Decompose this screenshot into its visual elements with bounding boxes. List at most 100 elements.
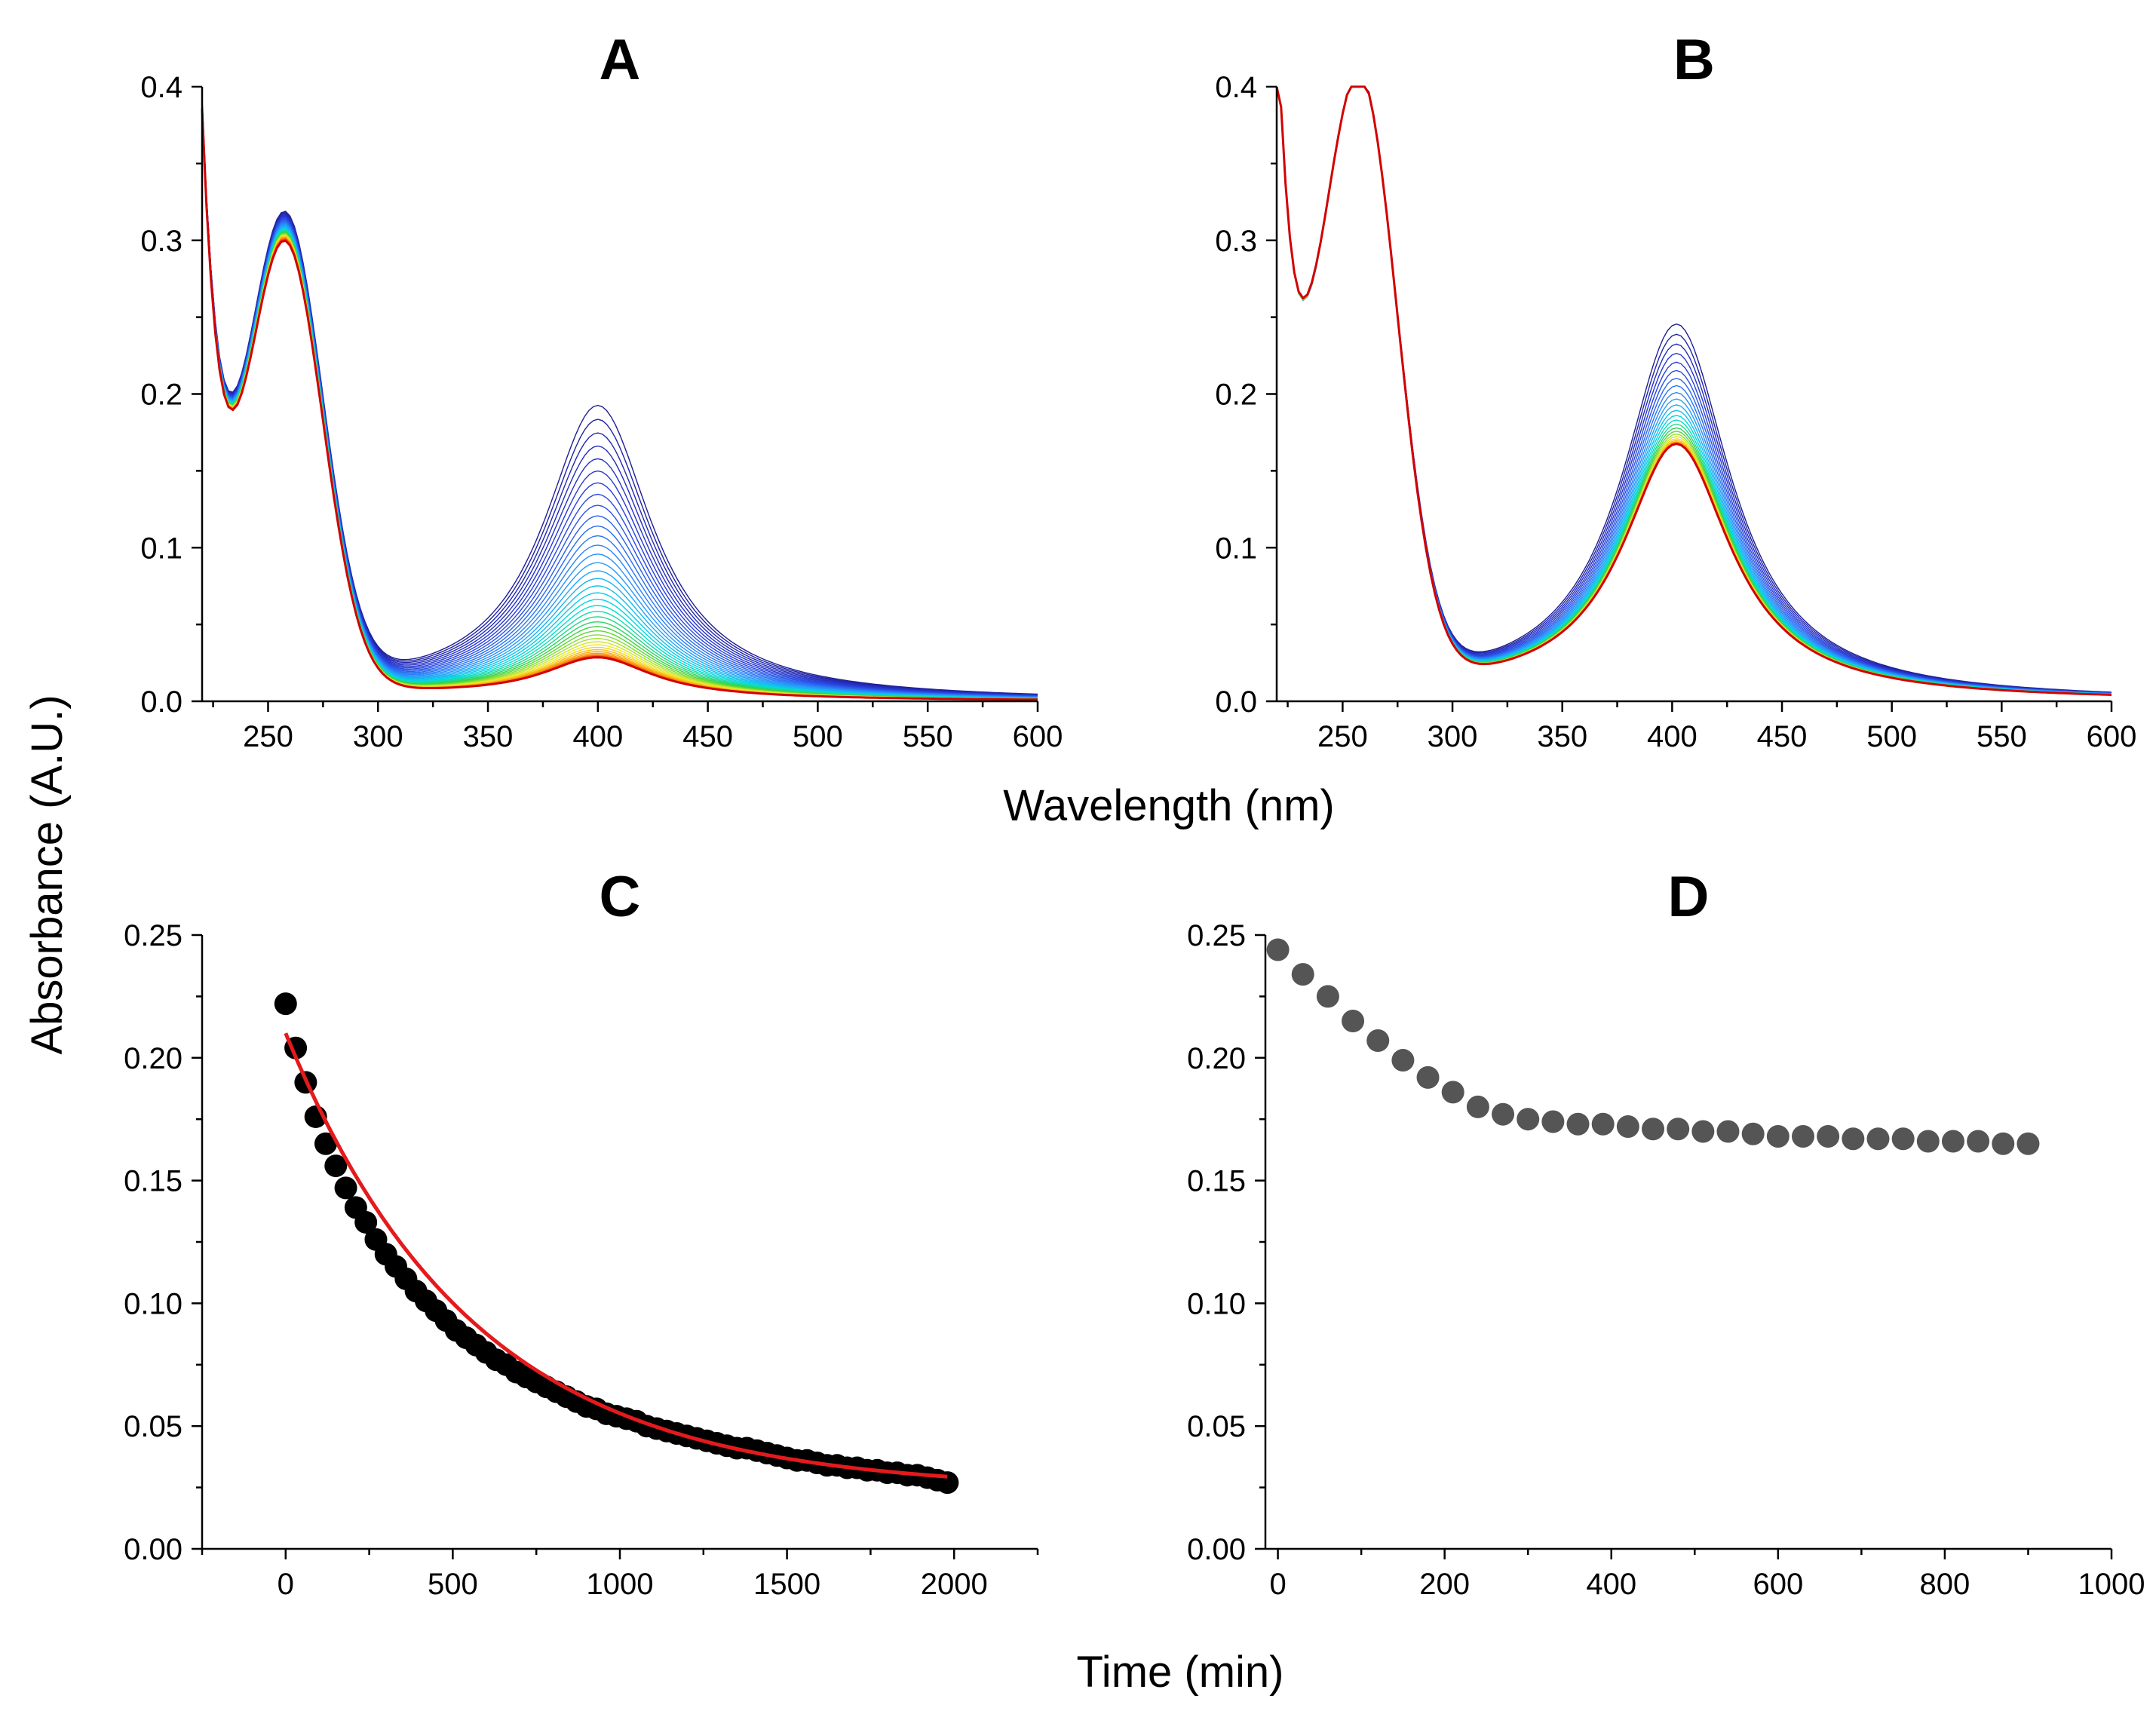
panel-title: B (1673, 28, 1715, 92)
data-point (1492, 1102, 1515, 1126)
y-tick-label: 0.20 (1187, 1042, 1246, 1075)
spectrum-line (201, 100, 1038, 696)
spectrum-line (1276, 86, 2112, 694)
spectrum-line (1276, 86, 2112, 695)
data-point (1817, 1124, 1840, 1148)
y-tick-label: 0.15 (124, 1165, 182, 1198)
y-tick-label: 0.2 (140, 379, 182, 412)
y-tick-label: 0.05 (124, 1410, 182, 1443)
data-point (1291, 963, 1314, 986)
spectrum-line (1276, 86, 2112, 695)
y-tick-label: 0.15 (1187, 1165, 1246, 1198)
data-point (1992, 1132, 2015, 1155)
spectrum-line (201, 103, 1038, 698)
spectrum-line (1276, 86, 2112, 696)
data-point (1791, 1124, 1814, 1148)
spectrum-line (1276, 86, 2112, 694)
y-tick-label: 0.4 (140, 71, 182, 104)
spectrum-line (201, 107, 1038, 701)
y-tick-label: 0.20 (124, 1042, 182, 1075)
x-tick-label: 350 (1537, 720, 1587, 753)
spectrum-line (1276, 86, 2112, 694)
data-point (334, 1176, 357, 1200)
y-tick-label: 0.0 (1215, 685, 1257, 719)
panel-title: A (600, 28, 641, 92)
spectrum-line (201, 104, 1038, 698)
spectrum-line (201, 103, 1038, 698)
y-tick-label: 0.00 (124, 1533, 182, 1566)
data-point (1416, 1065, 1440, 1089)
spectrum-line (201, 100, 1038, 695)
panel-c: 0 500 1000 1500 2000 0.00 0.05 0.10 0.15 0.20 0.25… (124, 865, 1039, 1601)
x-tick-label: 200 (1419, 1568, 1470, 1601)
data-point (1566, 1112, 1590, 1136)
spectrum-line (201, 99, 1038, 695)
data-point (1967, 1130, 1990, 1153)
spectrum-line (201, 107, 1038, 701)
spectrum-line (1276, 86, 2112, 694)
x-tick-label: 1000 (587, 1568, 654, 1601)
data-point (354, 1210, 378, 1234)
x-tick-label: 0 (1269, 1568, 1286, 1601)
data-point (1916, 1130, 1940, 1153)
data-point (1691, 1120, 1715, 1143)
x-tick-label: 0 (278, 1568, 294, 1601)
x-tick-label: 450 (1757, 720, 1808, 753)
y-tick-label: 0.2 (1215, 379, 1257, 412)
data-point (1266, 938, 1290, 961)
y-tick-label: 0.25 (1187, 919, 1246, 952)
spectrum-line (201, 103, 1038, 698)
spectrum-line (1276, 86, 2112, 695)
y-tick-label: 0.1 (140, 532, 182, 565)
data-point (1342, 1009, 1365, 1032)
x-tick-label: 2000 (921, 1568, 988, 1601)
data-point (324, 1154, 348, 1178)
panel-b: 250 300 350 400 450 500 550 600 0.0 0.1 0.2 0.3 0.4 B (1215, 28, 2136, 753)
spectrum-line (1276, 86, 2112, 694)
data-point (1391, 1049, 1415, 1072)
x-tick-label: 550 (903, 720, 953, 753)
spectrum-line (201, 107, 1038, 700)
data-point (1741, 1122, 1765, 1145)
panel-d: 0 200 400 600 800 1000 0.00 0.05 0.10 0.15 0.20 0.2… (1187, 865, 2145, 1601)
spectrum-line (1276, 86, 2112, 696)
spectrum-line (1276, 86, 2112, 694)
spectrum-line (1276, 86, 2112, 695)
x-tick-label: 300 (353, 720, 403, 753)
spectrum-line (1276, 86, 2112, 695)
data-point (274, 992, 297, 1016)
x-tick-label: 500 (1866, 720, 1917, 753)
x-tick-label: 250 (1317, 720, 1368, 753)
data-point (1366, 1029, 1390, 1053)
spectrum-line (1276, 86, 2112, 695)
x-tick-label: 1000 (2078, 1568, 2145, 1601)
spectrum-line (201, 109, 1038, 701)
panel-title: C (600, 865, 641, 929)
y-tick-label: 0.0 (140, 685, 182, 719)
spectrum-line (1276, 86, 2112, 695)
data-point (1541, 1110, 1565, 1133)
x-tick-label: 600 (1013, 720, 1063, 753)
spectrum-line (1276, 86, 2112, 694)
data-point (1842, 1127, 1865, 1151)
spectrum-line (1275, 85, 2112, 696)
spectrum-line (201, 102, 1038, 697)
spectrum-line (201, 102, 1038, 697)
y-tick-label: 0.10 (124, 1287, 182, 1320)
spectrum-line (201, 108, 1038, 701)
data-point (1667, 1118, 1690, 1141)
spectrum-line (201, 106, 1038, 700)
x-tick-label: 400 (572, 720, 623, 753)
x-tick-label: 600 (2087, 720, 2137, 753)
spectrum-line (1276, 86, 2112, 694)
spectrum-line (1276, 86, 2112, 695)
data-point (1891, 1127, 1915, 1151)
x-tick-label: 500 (793, 720, 843, 753)
x-tick-label: 400 (1586, 1568, 1636, 1601)
data-point (1466, 1095, 1489, 1118)
spectrum-line (201, 103, 1038, 698)
spectrum-line (201, 109, 1038, 701)
data-point (1316, 985, 1339, 1008)
spectrum-line (1276, 86, 2112, 693)
fit-line (284, 1032, 948, 1479)
